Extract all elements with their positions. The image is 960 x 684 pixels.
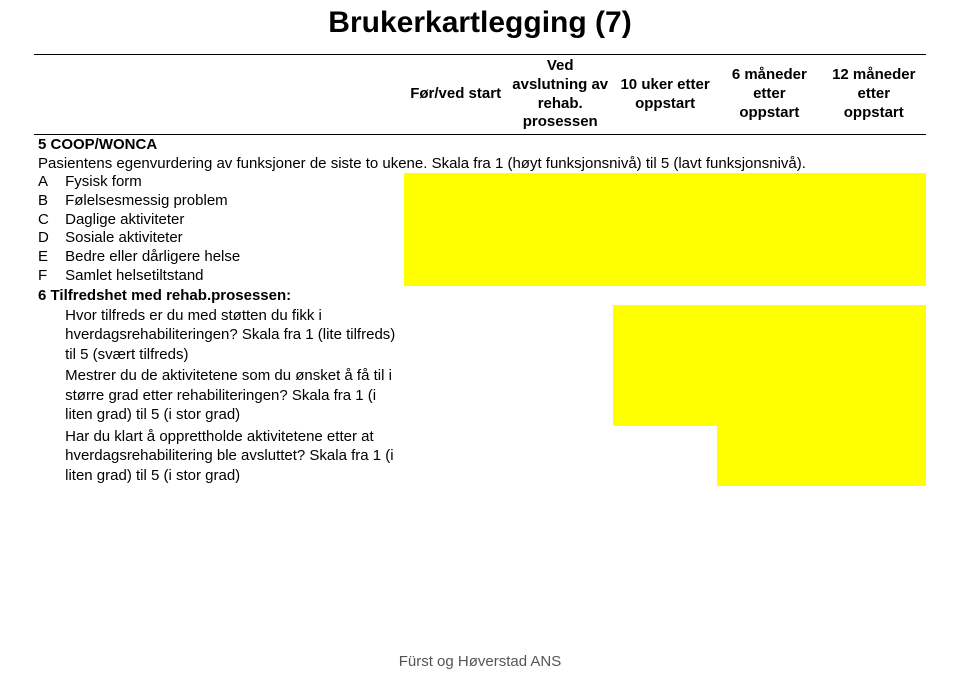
cell bbox=[613, 192, 717, 211]
cell bbox=[404, 192, 508, 211]
cell bbox=[717, 365, 821, 395]
section6-title-row: 6 Tilfredshet med rehab.prosessen: bbox=[34, 286, 926, 305]
section6-block3: Har du klart å opprettholde aktivitetene… bbox=[61, 426, 404, 487]
cell bbox=[822, 211, 926, 230]
cell bbox=[822, 267, 926, 286]
row-letter: A bbox=[34, 173, 61, 192]
row-label: Bedre eller dårligere helse bbox=[61, 248, 404, 267]
section6-block1-row: Hvor tilfreds er du med støtten du fikk … bbox=[34, 305, 926, 335]
cell bbox=[404, 426, 508, 487]
cell bbox=[822, 173, 926, 192]
cell bbox=[717, 267, 821, 286]
section6-block1: Hvor tilfreds er du med støtten du fikk … bbox=[61, 305, 404, 366]
row-label: Fysisk form bbox=[61, 173, 404, 192]
cell bbox=[717, 426, 821, 487]
cell bbox=[404, 173, 508, 192]
row-letter: F bbox=[34, 267, 61, 286]
cell bbox=[822, 395, 926, 425]
cell bbox=[822, 229, 926, 248]
cell bbox=[613, 229, 717, 248]
section6-block3-row: Har du klart å opprettholde aktivitetene… bbox=[34, 426, 926, 487]
section5-title: 5 COOP/WONCA bbox=[34, 135, 926, 155]
cell bbox=[507, 192, 613, 211]
col-header-1: Før/ved start bbox=[404, 55, 508, 135]
cell bbox=[717, 335, 821, 365]
row-b: B Følelsesmessig problem bbox=[34, 192, 926, 211]
cell bbox=[613, 248, 717, 267]
cell bbox=[613, 365, 717, 395]
assessment-table: Før/ved start Ved avslutning av rehab. p… bbox=[34, 54, 926, 486]
cell bbox=[822, 335, 926, 365]
cell bbox=[404, 211, 508, 230]
cell bbox=[613, 267, 717, 286]
cell bbox=[507, 211, 613, 230]
cell bbox=[404, 335, 508, 365]
cell bbox=[404, 267, 508, 286]
col-header-3: 10 uker etter oppstart bbox=[613, 55, 717, 135]
cell bbox=[507, 365, 613, 395]
cell bbox=[404, 365, 508, 395]
section5-title-row: 5 COOP/WONCA bbox=[34, 135, 926, 155]
section6-block2-row: Mestrer du de aktivitetene som du ønsket… bbox=[34, 365, 926, 395]
cell bbox=[507, 229, 613, 248]
cell bbox=[613, 395, 717, 425]
row-letter: D bbox=[34, 229, 61, 248]
cell bbox=[613, 305, 717, 335]
row-letter: E bbox=[34, 248, 61, 267]
row-d: D Sosiale aktiviteter bbox=[34, 229, 926, 248]
cell bbox=[822, 426, 926, 487]
cell bbox=[717, 211, 821, 230]
cell bbox=[404, 395, 508, 425]
header-row: Før/ved start Ved avslutning av rehab. p… bbox=[34, 55, 926, 135]
cell bbox=[717, 192, 821, 211]
cell bbox=[507, 395, 613, 425]
row-label: Følelsesmessig problem bbox=[61, 192, 404, 211]
cell bbox=[404, 248, 508, 267]
cell bbox=[507, 267, 613, 286]
cell bbox=[822, 248, 926, 267]
cell bbox=[404, 305, 508, 335]
row-label: Daglige aktiviteter bbox=[61, 211, 404, 230]
cell bbox=[717, 305, 821, 335]
section6-block2: Mestrer du de aktivitetene som du ønsket… bbox=[61, 365, 404, 426]
cell bbox=[507, 305, 613, 335]
cell bbox=[822, 305, 926, 335]
row-label: Samlet helsetiltstand bbox=[61, 267, 404, 286]
cell bbox=[507, 248, 613, 267]
row-letter: B bbox=[34, 192, 61, 211]
cell bbox=[717, 173, 821, 192]
cell bbox=[404, 229, 508, 248]
cell bbox=[717, 248, 821, 267]
cell bbox=[822, 192, 926, 211]
cell bbox=[613, 211, 717, 230]
row-label: Sosiale aktiviteter bbox=[61, 229, 404, 248]
cell bbox=[717, 395, 821, 425]
col-header-4: 6 måneder etter oppstart bbox=[717, 55, 821, 135]
cell bbox=[613, 426, 717, 487]
row-a: A Fysisk form bbox=[34, 173, 926, 192]
section5-desc: Pasientens egenvurdering av funksjoner d… bbox=[34, 154, 926, 173]
cell bbox=[613, 173, 717, 192]
section6-title: 6 Tilfredshet med rehab.prosessen: bbox=[34, 286, 926, 305]
cell bbox=[717, 229, 821, 248]
row-letter: C bbox=[34, 211, 61, 230]
section5-desc-row: Pasientens egenvurdering av funksjoner d… bbox=[34, 154, 926, 173]
cell bbox=[822, 365, 926, 395]
cell bbox=[507, 426, 613, 487]
row-c: C Daglige aktiviteter bbox=[34, 211, 926, 230]
cell bbox=[507, 173, 613, 192]
page-title: Brukerkartlegging (7) bbox=[0, 0, 960, 54]
col-header-2: Ved avslutning av rehab. prosessen bbox=[507, 55, 613, 135]
cell bbox=[507, 335, 613, 365]
row-f: F Samlet helsetiltstand bbox=[34, 267, 926, 286]
footer-text: Fürst og Høverstad ANS bbox=[0, 653, 960, 670]
table-container: Før/ved start Ved avslutning av rehab. p… bbox=[0, 54, 960, 486]
cell bbox=[613, 335, 717, 365]
col-header-5: 12 måneder etter oppstart bbox=[822, 55, 926, 135]
row-e: E Bedre eller dårligere helse bbox=[34, 248, 926, 267]
